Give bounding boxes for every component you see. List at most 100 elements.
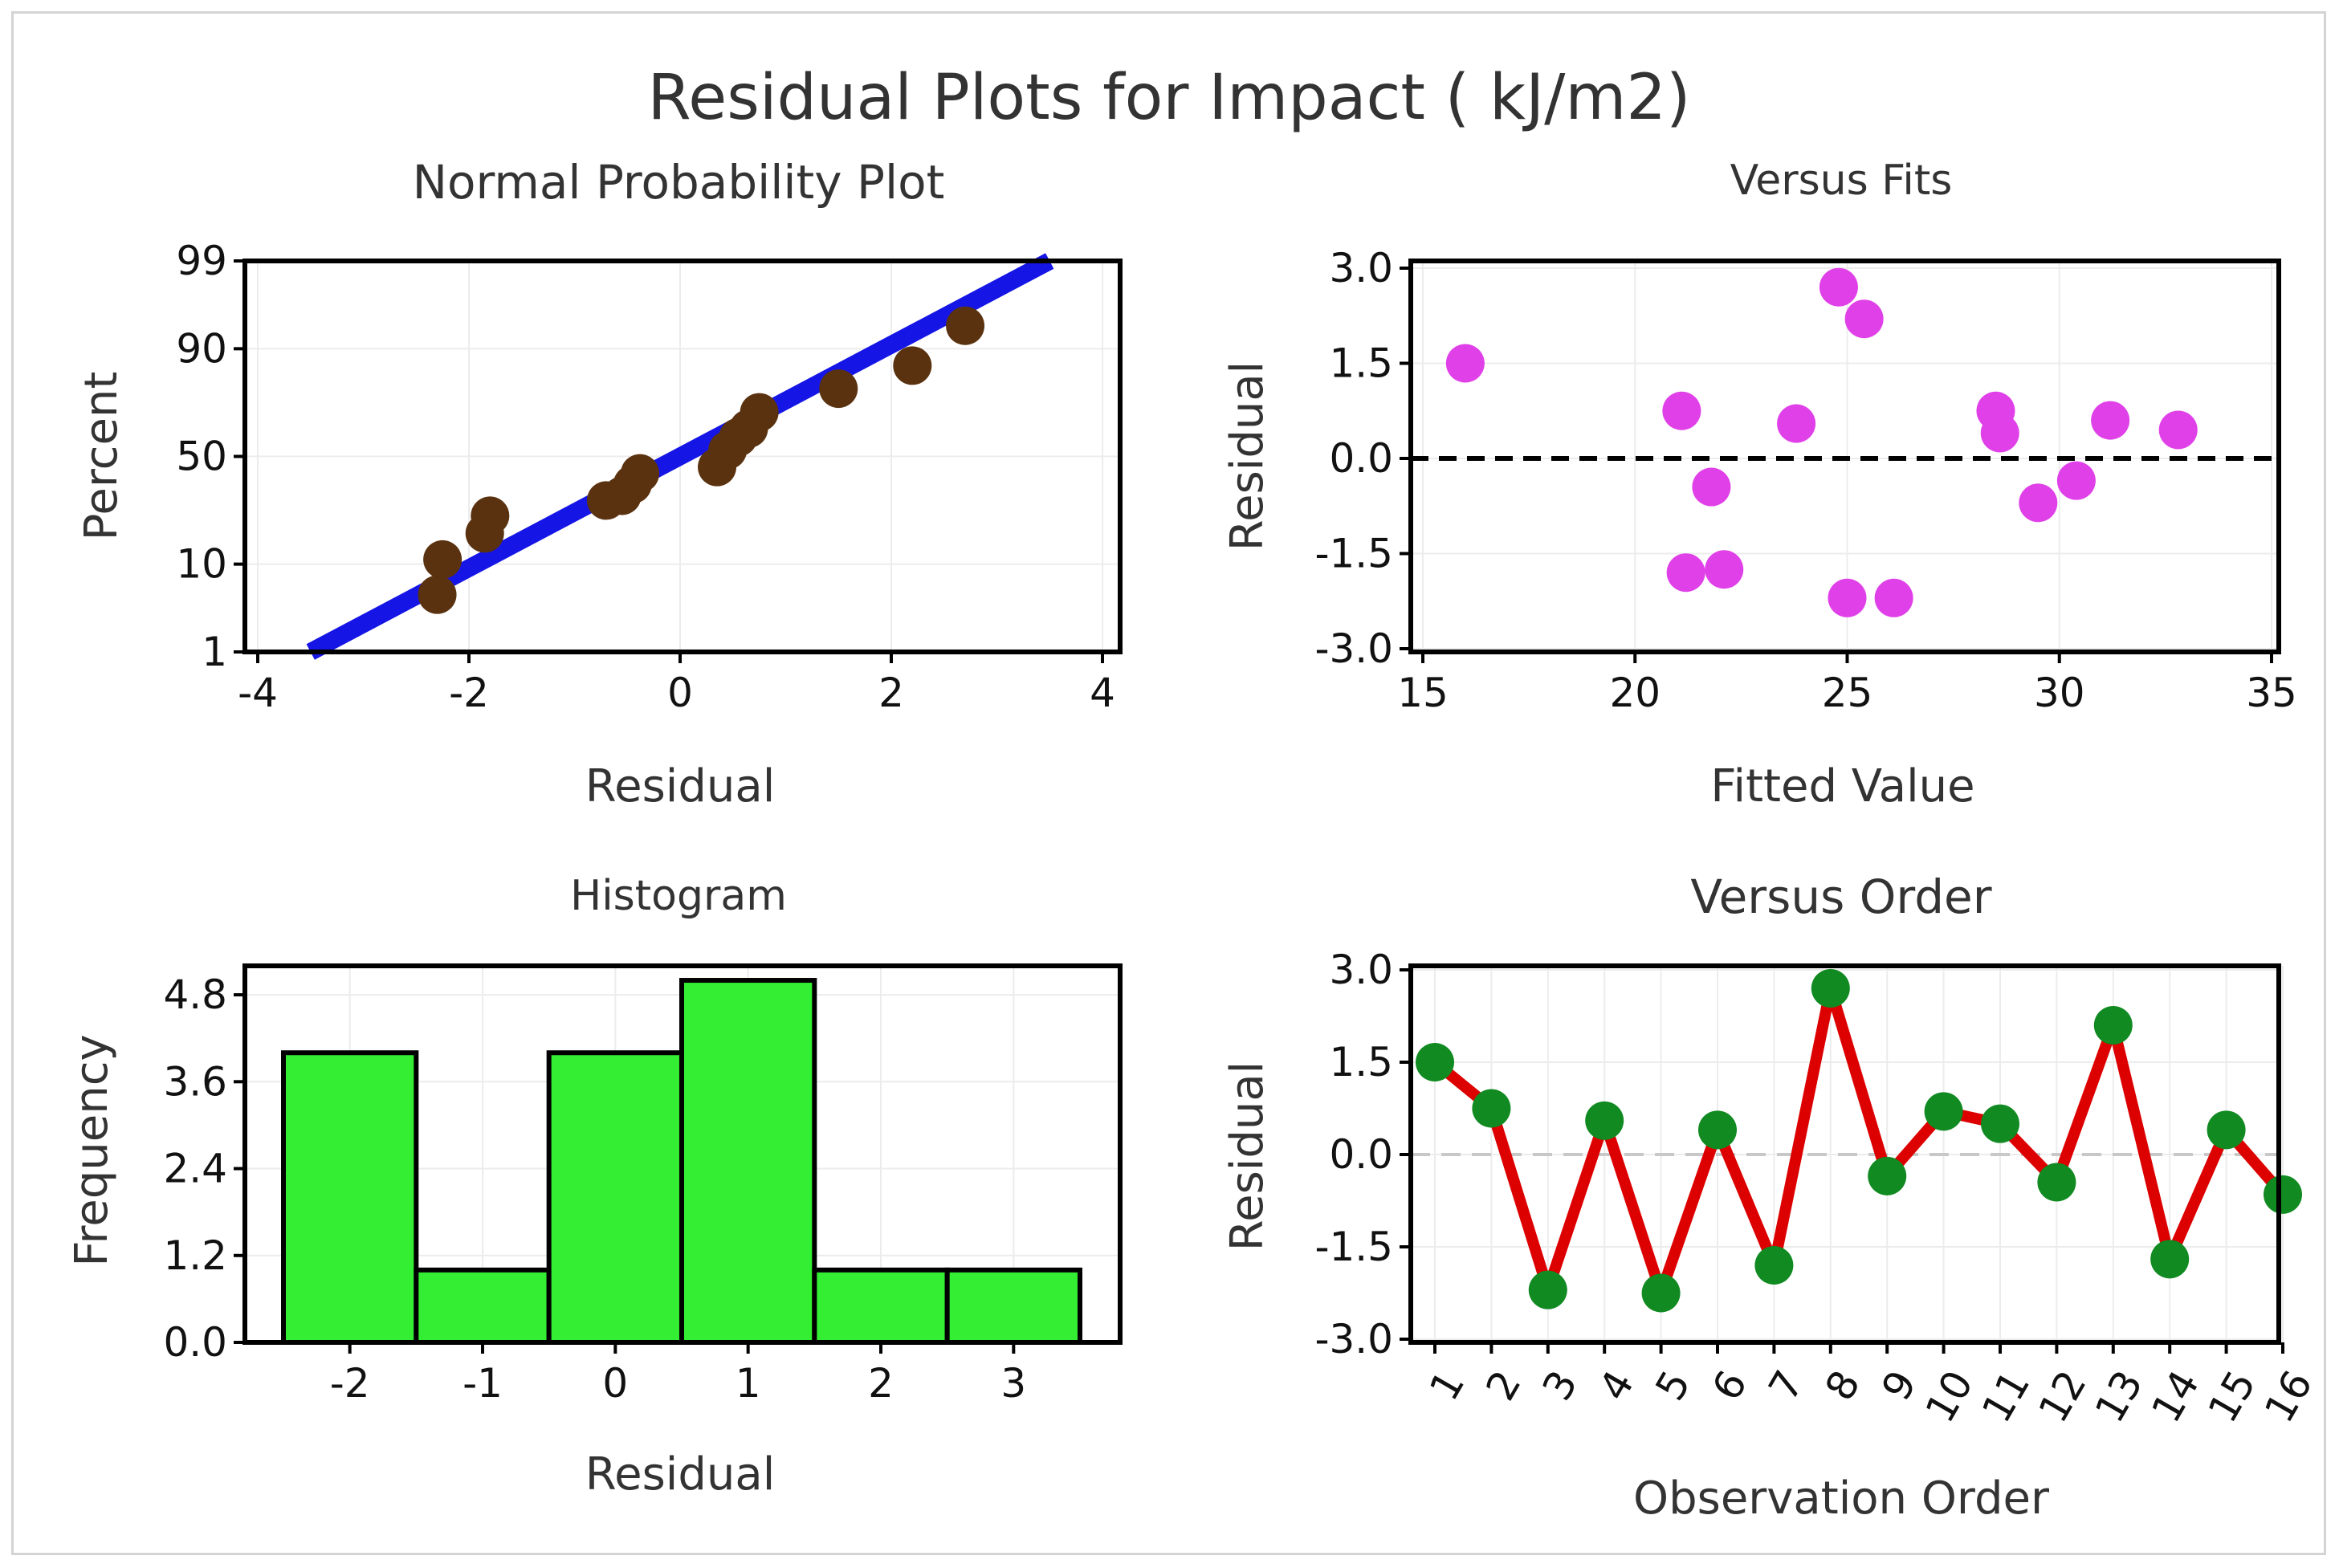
y-tick-label: -1.5 <box>1314 531 1393 577</box>
x-tick-label: 13 <box>2086 1362 2152 1430</box>
x-tick-label: 20 <box>1609 670 1661 716</box>
fits-point <box>2158 410 2198 450</box>
y-tick-label: 4.8 <box>163 971 227 1018</box>
x-tick-label: 3 <box>1000 1360 1026 1407</box>
y-tick-label: 50 <box>176 434 227 480</box>
order-point <box>1585 1101 1624 1140</box>
normal-point <box>740 393 779 432</box>
y-tick-label: 1.2 <box>163 1232 227 1279</box>
plot-frame <box>242 963 1123 1345</box>
order-point <box>1528 1270 1567 1309</box>
x-tick-label: 9 <box>1872 1362 1925 1408</box>
y-tick-label: 3.6 <box>163 1058 227 1105</box>
normal-probability-plot: -4 -2 0 2 4 1 10 50 90 99 <box>176 238 1123 716</box>
order-plot-ylabel: Residual <box>1221 1061 1273 1252</box>
x-tick-label: 15 <box>2199 1362 2265 1430</box>
order-point <box>2037 1163 2076 1202</box>
order-series-line <box>1431 986 2288 1311</box>
histogram-xlabel: Residual <box>585 1448 776 1501</box>
normal-point <box>946 306 985 345</box>
y-tick-label: -3.0 <box>1314 1316 1393 1362</box>
order-point <box>2207 1110 2246 1150</box>
fits-point <box>1844 299 1884 339</box>
fits-point <box>1445 344 1485 383</box>
y-tick-label: -3.0 <box>1314 625 1393 672</box>
fits-point <box>1662 391 1701 430</box>
x-tick-label: 1 <box>736 1360 761 1407</box>
x-tick-label: 14 <box>2142 1362 2208 1430</box>
order-point <box>1754 1246 1794 1285</box>
histogram-bar <box>414 1267 552 1346</box>
x-tick-label: 5 <box>1647 1362 1700 1408</box>
order-point <box>2150 1240 2190 1279</box>
order-point <box>1811 969 1850 1008</box>
normal-point <box>893 346 932 385</box>
x-tick-label: 1 <box>1420 1362 1473 1408</box>
x-tick-label: 7 <box>1760 1362 1813 1408</box>
fits-point <box>2091 401 2130 440</box>
histogram-ylabel: Frequency <box>66 1034 118 1266</box>
order-point <box>1924 1092 1963 1131</box>
x-tick-label: 0 <box>602 1360 628 1407</box>
order-point <box>1472 1089 1511 1128</box>
y-tick-label: 1 <box>202 629 227 675</box>
fits-point <box>1705 550 1744 589</box>
histogram-bar <box>281 1050 419 1345</box>
x-tick-label: 16 <box>2255 1362 2321 1430</box>
x-tick-label: 2 <box>868 1360 894 1407</box>
normal-point <box>471 496 510 536</box>
x-tick-label: 8 <box>1816 1362 1869 1408</box>
fits-plot-xlabel: Fitted Value <box>1710 760 1974 813</box>
normal-plot-ylabel: Percent <box>75 372 128 541</box>
fits-point <box>2019 483 2058 523</box>
fits-point <box>2056 461 2096 500</box>
normal-point <box>418 575 457 614</box>
x-tick-label: 0 <box>667 670 693 716</box>
y-tick-label: 3.0 <box>1329 947 1393 993</box>
x-tick-label: 2 <box>878 670 904 716</box>
x-tick-label: -2 <box>330 1360 370 1407</box>
y-tick-label: 2.4 <box>163 1146 227 1192</box>
normal-plot-title: Normal Probability Plot <box>413 155 945 210</box>
x-tick-label: 35 <box>2246 670 2297 716</box>
fits-point <box>1819 267 1858 307</box>
x-tick-label: -4 <box>238 670 278 716</box>
x-tick-label: -1 <box>463 1360 503 1407</box>
normal-plot-xlabel: Residual <box>585 760 776 813</box>
fits-plot-title: Versus Fits <box>1730 157 1953 205</box>
x-tick-label: 6 <box>1703 1362 1756 1408</box>
y-tick-label: 10 <box>176 541 227 588</box>
order-point <box>1698 1110 1737 1150</box>
x-tick-label: 12 <box>2030 1362 2096 1430</box>
normal-point <box>819 369 858 409</box>
y-tick-label: 0.0 <box>1329 1131 1393 1178</box>
y-tick-label: 0.0 <box>1329 435 1393 482</box>
histogram-bar <box>944 1267 1082 1346</box>
fits-point <box>1874 578 1913 617</box>
y-tick-label: 3.0 <box>1329 245 1393 291</box>
histogram-bar <box>679 978 817 1345</box>
x-tick-label: 2 <box>1477 1362 1530 1408</box>
y-tick-label: 99 <box>176 238 227 284</box>
order-point <box>1416 1043 1454 1081</box>
normal-point <box>621 454 660 493</box>
fits-point <box>1666 553 1705 593</box>
histogram-plot: -2 -1 0 1 2 3 0.0 1.2 2.4 3.6 4.8 <box>163 963 1123 1407</box>
x-tick-label: 4 <box>1590 1362 1643 1408</box>
plot-frame <box>1408 259 2281 654</box>
histogram-bar <box>546 1050 685 1345</box>
fits-point <box>1692 467 1731 507</box>
histogram-title: Histogram <box>570 872 787 920</box>
y-tick-label: 1.5 <box>1329 340 1393 387</box>
order-plot-xlabel: Observation Order <box>1633 1472 2050 1525</box>
y-tick-label: 90 <box>176 325 227 372</box>
x-tick-label: -2 <box>449 670 489 716</box>
order-plot-title: Versus Order <box>1690 870 1991 924</box>
order-point <box>2093 1006 2133 1045</box>
figure-title: Residual Plots for Impact ( kJ/m2) <box>648 62 1691 134</box>
normal-point <box>423 540 463 579</box>
histogram-bar <box>812 1267 950 1346</box>
x-tick-label: 30 <box>2034 670 2085 716</box>
